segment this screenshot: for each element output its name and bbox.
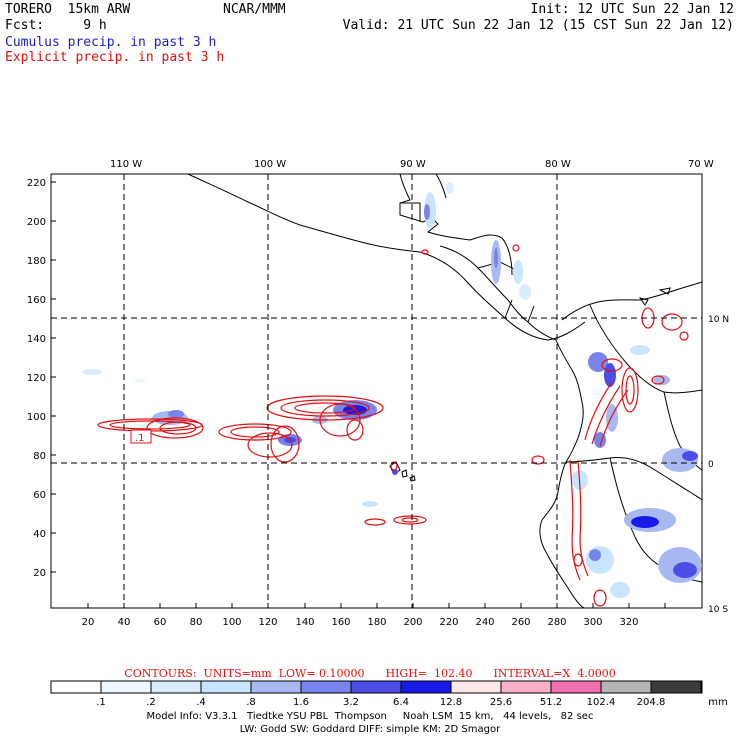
- colorbar-unit: mm: [708, 697, 727, 708]
- colorbar-swatch: [50, 680, 102, 694]
- x-tick-label: 80: [190, 617, 203, 628]
- x-tick-label: 300: [583, 617, 602, 628]
- lat-label: 0: [708, 460, 714, 470]
- x-tick-label: 140: [295, 617, 314, 628]
- x-tick-label: 200: [403, 617, 422, 628]
- graticule: [51, 174, 702, 608]
- x-tick-label: 100: [222, 617, 241, 628]
- header-valid-time: Valid: 21 UTC Sun 22 Jan 12 (15 CST Sun …: [342, 18, 734, 33]
- contour-info: CONTOURS: UNITS=mm LOW= 0.10000 HIGH= 10…: [124, 667, 616, 680]
- colorbar-swatch: [350, 680, 402, 694]
- colorbar-swatch: [600, 680, 652, 694]
- colorbar-swatch: [250, 680, 302, 694]
- colorbar-label: 12.8: [440, 697, 462, 708]
- colorbar-swatch: [100, 680, 152, 694]
- colorbar-swatch: [700, 680, 703, 694]
- colorbar-label: 25.6: [490, 697, 512, 708]
- x-tick-label: 220: [439, 617, 458, 628]
- x-tick-label: 320: [619, 617, 638, 628]
- contour-label-box: [130, 429, 152, 444]
- colorbar-label: .2: [146, 697, 156, 708]
- colorbar-swatch: [500, 680, 552, 694]
- colorbar-swatch: [550, 680, 602, 694]
- legend-cumulus-precip: Cumulus precip. in past 3 h: [5, 35, 217, 50]
- lon-label: 110 W: [110, 159, 142, 170]
- lon-label: 100 W: [254, 159, 286, 170]
- y-tick-label: 200: [27, 217, 46, 228]
- x-tick-label: 20: [82, 617, 95, 628]
- x-tick-label: 160: [331, 617, 350, 628]
- y-tick-label: 140: [27, 334, 46, 345]
- lon-label: 90 W: [400, 159, 426, 170]
- colorbar-label: .8: [246, 697, 256, 708]
- x-tick-label: 40: [118, 617, 131, 628]
- map-content: [82, 174, 702, 608]
- y-tick-labels: 20 40 60 80 100 120 140 160 180 200 220: [27, 178, 46, 579]
- contour-label: .1: [135, 433, 145, 444]
- colorbar-swatch: [650, 680, 702, 694]
- x-axis: [87, 603, 666, 608]
- y-tick-label: 180: [27, 256, 46, 267]
- colorbar-label: .4: [196, 697, 206, 708]
- legend-explicit-precip: Explicit precip. in past 3 h: [5, 50, 225, 65]
- colorbar-swatch: [150, 680, 202, 694]
- lon-labels: 110 W 100 W 90 W 80 W 70 W: [110, 159, 714, 170]
- y-tick-label: 60: [33, 490, 46, 501]
- y-tick-label: 120: [27, 373, 46, 384]
- y-tick-label: 160: [27, 295, 46, 306]
- x-tick-label: 280: [547, 617, 566, 628]
- colorbar-label: 6.4: [393, 697, 409, 708]
- colorbar: [50, 680, 703, 694]
- y-axis: [51, 181, 56, 573]
- header-init-time: Init: 12 UTC Sun 22 Jan 12: [530, 2, 735, 17]
- colorbar-label: 51.2: [540, 697, 562, 708]
- x-tick-label: 180: [367, 617, 386, 628]
- lon-label: 70 W: [688, 159, 714, 170]
- y-tick-label: 100: [27, 412, 46, 423]
- y-tick-label: 40: [33, 529, 46, 540]
- colorbar-label: 204.8: [637, 697, 666, 708]
- header-model-name: NCAR/MMM: [223, 2, 286, 17]
- colorbar-label: 1.6: [293, 697, 309, 708]
- lat-label: 10 N: [708, 315, 729, 325]
- colorbar-swatch: [300, 680, 352, 694]
- x-tick-label: 240: [475, 617, 494, 628]
- coastlines: [187, 174, 702, 608]
- header-forecast-hour: Fcst: 9 h: [5, 18, 107, 33]
- lon-label: 80 W: [545, 159, 571, 170]
- model-info-line1: Model Info: V3.3.1 Tiedtke YSU PBL Thomp…: [146, 711, 594, 722]
- x-tick-label: 60: [154, 617, 167, 628]
- y-tick-label: 80: [33, 451, 46, 462]
- map-frame: [50, 173, 703, 609]
- y-tick-label: 20: [33, 568, 46, 579]
- colorbar-labels: .1 .2 .4 .8 1.6 3.2 6.4 12.8 25.6 51.2 1…: [96, 697, 728, 708]
- colorbar-label: 102.4: [587, 697, 616, 708]
- colorbar-label: 3.2: [343, 697, 359, 708]
- colorbar-swatch: [400, 680, 452, 694]
- x-tick-label: 260: [511, 617, 530, 628]
- model-info-line2: LW: Godd SW: Goddard DIFF: simple KM: 2D…: [239, 724, 501, 735]
- x-tick-label: 120: [258, 617, 277, 628]
- x-tick-labels: 20 40 60 80 100 120 140 160 180 200 220 …: [82, 617, 639, 628]
- colorbar-swatch: [200, 680, 252, 694]
- header-title: TORERO 15km ARW: [5, 2, 131, 17]
- colorbar-swatch: [450, 680, 502, 694]
- y-tick-label: 220: [27, 178, 46, 189]
- colorbar-label: .1: [96, 697, 106, 708]
- explicit-precip-contours: [97, 244, 689, 607]
- lat-label: 10 S: [708, 605, 728, 615]
- lat-labels: 10 N 0 10 S: [708, 315, 729, 615]
